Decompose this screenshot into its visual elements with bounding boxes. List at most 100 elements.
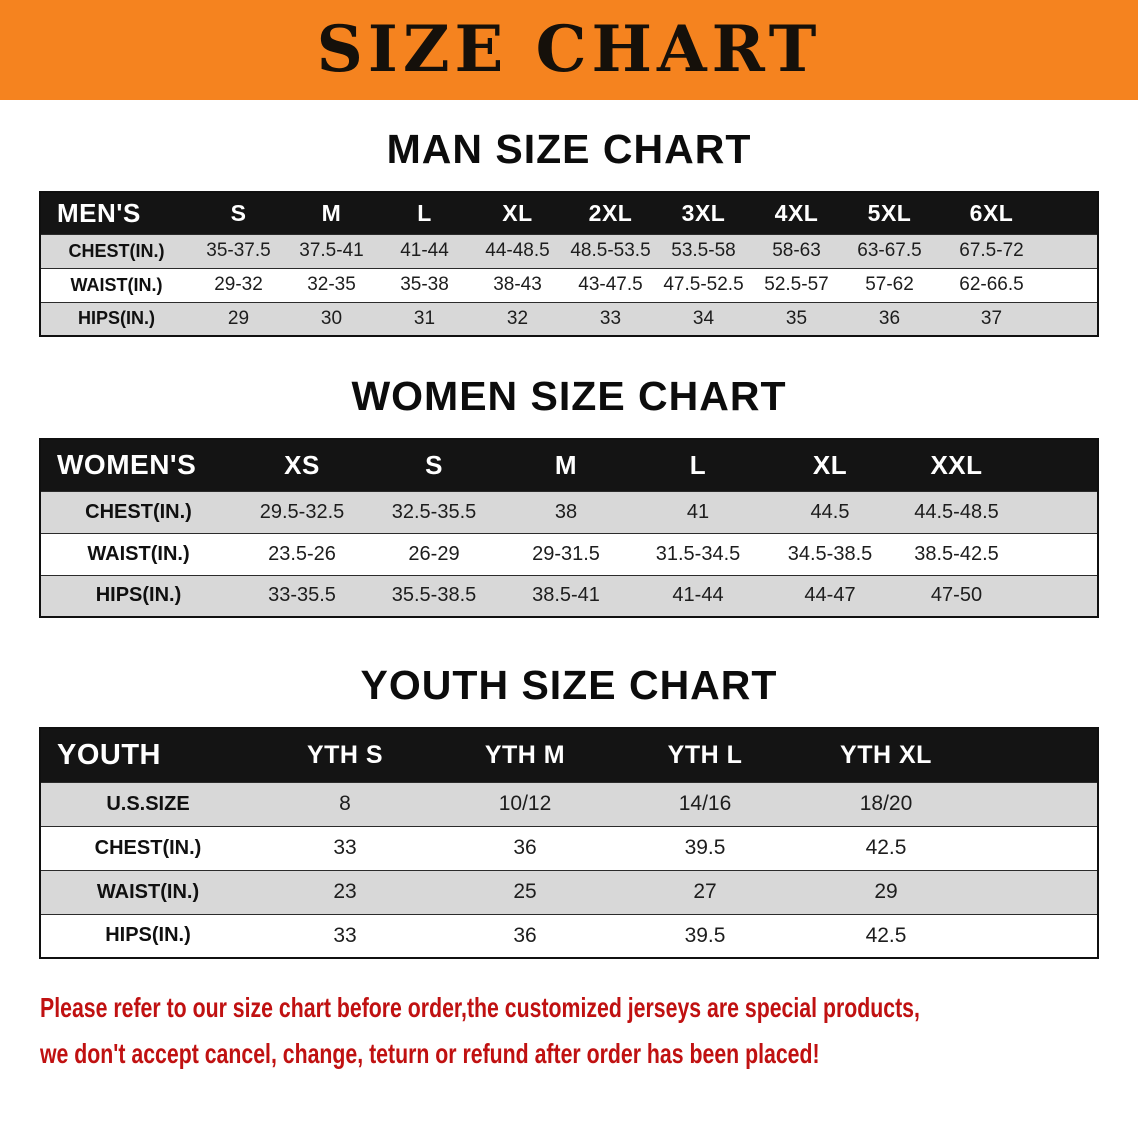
size-value-cell: 25: [435, 869, 615, 914]
size-value-cell: 43-47.5: [564, 267, 657, 302]
men-waist-row: WAIST(IN.) 29-32 32-35 35-38 38-43 43-47…: [40, 267, 1098, 302]
size-header-cell: 5XL: [843, 192, 936, 234]
size-value-cell: 44-48.5: [471, 233, 564, 268]
size-value-cell: 41: [632, 490, 764, 533]
row-label-cell: HIPS(IN.): [40, 913, 255, 958]
men-chest-row: CHEST(IN.) 35-37.5 37.5-41 41-44 44-48.5…: [40, 233, 1098, 268]
row-label-cell: U.S.SIZE: [40, 781, 255, 826]
men-header-row: MEN'S S M L XL 2XL 3XL 4XL 5XL 6XL: [40, 192, 1098, 234]
row-label-cell: HIPS(IN.): [40, 574, 236, 617]
men-section-heading: MAN SIZE CHART: [386, 126, 752, 172]
women-hips-row: HIPS(IN.) 33-35.5 35.5-38.5 38.5-41 41-4…: [40, 574, 1098, 617]
size-value-cell: 31.5-34.5: [632, 532, 764, 575]
size-value-cell: 57-62: [843, 267, 936, 302]
size-value-cell: 67.5-72: [936, 233, 1098, 268]
row-label-cell: WAIST(IN.): [40, 267, 192, 302]
size-value-cell: 26-29: [368, 532, 500, 575]
order-disclaimer: Please refer to our size chart before or…: [40, 985, 1138, 1077]
size-header-cell: L: [378, 192, 471, 234]
size-value-cell: 23.5-26: [236, 532, 368, 575]
women-header-row: WOMEN'S XS S M L XL XXL: [40, 439, 1098, 491]
size-value-cell: 27: [615, 869, 795, 914]
size-value-cell: 34: [657, 301, 750, 336]
women-table-title: WOMEN'S: [40, 439, 236, 491]
youth-section-heading: YOUTH SIZE CHART: [360, 662, 778, 708]
size-value-cell: 42.5: [795, 825, 1098, 870]
size-value-cell: 37: [936, 301, 1098, 336]
size-value-cell: 47.5-52.5: [657, 267, 750, 302]
row-label-cell: HIPS(IN.): [40, 301, 192, 336]
size-value-cell: 48.5-53.5: [564, 233, 657, 268]
size-value-cell: 47-50: [896, 574, 1098, 617]
size-header-cell: YTH L: [615, 728, 795, 782]
size-header-cell: S: [192, 192, 285, 234]
youth-waist-row: WAIST(IN.) 23 25 27 29: [40, 869, 1098, 914]
women-section-heading: WOMEN SIZE CHART: [351, 373, 787, 419]
size-value-cell: 14/16: [615, 781, 795, 826]
size-chart-banner: SIZE CHART: [0, 0, 1138, 100]
size-value-cell: 36: [435, 913, 615, 958]
size-value-cell: 41-44: [632, 574, 764, 617]
size-value-cell: 32: [471, 301, 564, 336]
size-value-cell: 39.5: [615, 825, 795, 870]
row-label-cell: CHEST(IN.): [40, 825, 255, 870]
size-header-cell: XL: [764, 439, 896, 491]
row-label-cell: WAIST(IN.): [40, 532, 236, 575]
size-value-cell: 31: [378, 301, 471, 336]
size-header-cell: YTH XL: [795, 728, 1098, 782]
size-value-cell: 39.5: [615, 913, 795, 958]
size-value-cell: 30: [285, 301, 378, 336]
women-waist-row: WAIST(IN.) 23.5-26 26-29 29-31.5 31.5-34…: [40, 532, 1098, 575]
size-value-cell: 63-67.5: [843, 233, 936, 268]
size-value-cell: 37.5-41: [285, 233, 378, 268]
disclaimer-line-1: Please refer to our size chart before or…: [40, 992, 920, 1023]
size-value-cell: 44.5-48.5: [896, 490, 1098, 533]
size-value-cell: 38.5-41: [500, 574, 632, 617]
size-header-cell: 3XL: [657, 192, 750, 234]
size-value-cell: 36: [843, 301, 936, 336]
size-value-cell: 35-38: [378, 267, 471, 302]
size-value-cell: 33: [255, 913, 435, 958]
youth-chest-row: CHEST(IN.) 33 36 39.5 42.5: [40, 825, 1098, 870]
size-header-cell: 6XL: [936, 192, 1098, 234]
size-value-cell: 8: [255, 781, 435, 826]
page-title: SIZE CHART: [316, 12, 822, 87]
youth-hips-row: HIPS(IN.) 33 36 39.5 42.5: [40, 913, 1098, 958]
size-header-cell: XXL: [896, 439, 1098, 491]
row-label-cell: WAIST(IN.): [40, 869, 255, 914]
youth-size-table: YOUTH YTH S YTH M YTH L YTH XL U.S.SIZE …: [39, 727, 1099, 959]
women-chest-row: CHEST(IN.) 29.5-32.5 32.5-35.5 38 41 44.…: [40, 490, 1098, 533]
size-header-cell: XS: [236, 439, 368, 491]
youth-header-row: YOUTH YTH S YTH M YTH L YTH XL: [40, 728, 1098, 782]
size-header-cell: M: [500, 439, 632, 491]
size-value-cell: 23: [255, 869, 435, 914]
size-value-cell: 41-44: [378, 233, 471, 268]
size-value-cell: 33: [564, 301, 657, 336]
size-value-cell: 10/12: [435, 781, 615, 826]
size-value-cell: 38: [500, 490, 632, 533]
size-header-cell: S: [368, 439, 500, 491]
size-value-cell: 44.5: [764, 490, 896, 533]
women-size-table: WOMEN'S XS S M L XL XXL CHEST(IN.) 29.5-…: [39, 438, 1099, 618]
size-header-cell: YTH S: [255, 728, 435, 782]
size-value-cell: 38.5-42.5: [896, 532, 1098, 575]
size-value-cell: 29: [192, 301, 285, 336]
size-value-cell: 53.5-58: [657, 233, 750, 268]
size-value-cell: 44-47: [764, 574, 896, 617]
men-table-title: MEN'S: [40, 192, 192, 234]
youth-table-title: YOUTH: [40, 728, 255, 782]
size-value-cell: 62-66.5: [936, 267, 1098, 302]
size-value-cell: 33: [255, 825, 435, 870]
size-header-cell: M: [285, 192, 378, 234]
size-value-cell: 29-31.5: [500, 532, 632, 575]
size-value-cell: 33-35.5: [236, 574, 368, 617]
men-hips-row: HIPS(IN.) 29 30 31 32 33 34 35 36 37: [40, 301, 1098, 336]
size-value-cell: 32.5-35.5: [368, 490, 500, 533]
size-value-cell: 58-63: [750, 233, 843, 268]
size-value-cell: 38-43: [471, 267, 564, 302]
disclaimer-line-2: we don't accept cancel, change, teturn o…: [40, 1038, 820, 1070]
size-value-cell: 36: [435, 825, 615, 870]
size-value-cell: 18/20: [795, 781, 1098, 826]
size-header-cell: L: [632, 439, 764, 491]
